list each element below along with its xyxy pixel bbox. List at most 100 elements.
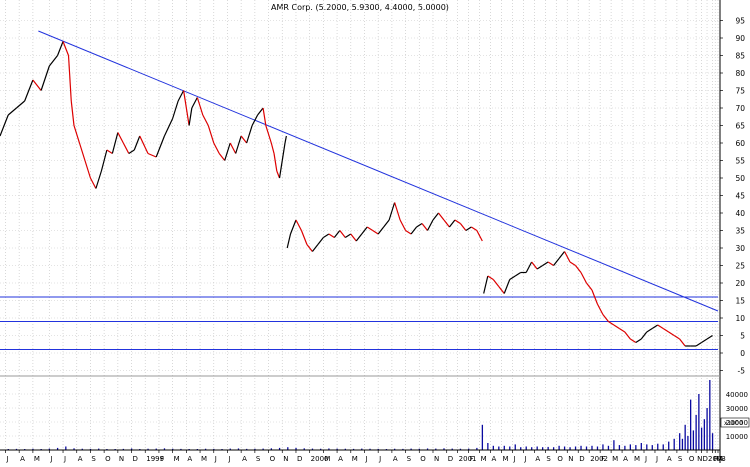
price-segment [317,237,324,245]
volume-bar [459,448,462,450]
volume-bar [213,448,215,450]
volume-bar [503,445,505,450]
volume-bar [89,448,92,450]
x-tick-label: F [601,455,605,463]
volume-bar [569,447,571,450]
x-tick-label: N [119,455,124,463]
y-tick-label: 80 [735,69,745,78]
x-tick-label: D [579,455,584,463]
x-tick-label: M [716,455,722,463]
volume-tick-label: 20000 [726,419,748,427]
price-segment [323,233,330,239]
price-segment [281,142,286,161]
y-tick-label: 85 [735,52,745,61]
price-segment [585,282,593,291]
price-segment [355,233,363,242]
volume-bar [487,443,489,450]
price-segment [286,233,292,249]
x-tick-label: N [568,455,573,463]
volume-bar [662,444,664,450]
price-segment [328,233,335,239]
y-tick-label: 15 [735,297,745,306]
y-tick-label: 45 [735,192,745,201]
volume-bar [531,447,533,450]
volume-bar [344,448,346,450]
price-segment [443,219,450,228]
x-tick-label: A [719,455,724,463]
x-tick-label: J [214,455,217,463]
volume-bar [361,448,363,450]
price-segment [492,279,500,287]
volume-tick-label: 40000 [726,391,748,399]
price-segment [525,261,533,273]
price-segment [177,90,185,102]
price-segment [350,233,357,242]
price-segment [139,135,149,154]
volume-bar [706,408,708,450]
price-segment [498,286,505,294]
price-segment [405,229,412,235]
volume-bar [558,445,560,450]
price-segment [580,272,587,284]
price-segment [673,334,680,340]
chart-title: AMR Corp. (5.2000, 5.9300, 4.4000, 5.000… [271,3,449,12]
y-tick-label: 75 [735,87,745,96]
volume-bar [402,448,404,450]
price-segment [344,233,352,239]
price-segment [235,135,242,154]
price-segment [240,135,248,144]
x-tick-label: N [434,455,439,463]
price-segment [679,338,686,347]
volume-bar [673,438,675,450]
price-segment [591,289,598,305]
volume-bar [679,433,681,450]
volume-bar [552,447,555,450]
price-segment [147,152,157,158]
volume-bar [646,444,648,450]
x-tick-label: A [492,455,497,463]
volume-bar [328,448,330,450]
volume-bar [426,448,429,450]
price-segment [476,230,483,242]
price-segment [503,279,511,294]
volume-bar [81,448,83,450]
price-segment [657,324,664,330]
y-tick-label: -5 [738,367,746,376]
volume-bar [596,446,599,450]
price-segment [695,341,702,347]
price-segment [7,107,17,116]
price-segment [553,258,560,266]
x-tick-label: O [105,455,111,463]
price-segment [278,160,283,179]
volume-bar [394,448,396,450]
x-tick-label: S [256,455,261,463]
volume-bar [476,447,478,450]
x-tick-label: A [623,455,628,463]
x-tick-label: 2000 [311,455,329,463]
price-segment [270,142,275,154]
volume-bar [657,443,659,450]
volume-bar [468,448,470,450]
volume-bar [130,448,133,450]
price-segment [111,132,119,154]
price-segment [564,251,571,263]
volume-bar [498,446,500,450]
x-tick-label: D [448,455,453,463]
volume-bar [369,448,371,450]
x-tick-label: A [242,455,247,463]
price-segment [465,226,472,232]
volume-bar [98,448,100,450]
price-segment [202,114,209,126]
y-tick-label: 95 [735,17,745,26]
volume-bar [418,448,420,450]
price-segment [619,327,626,333]
price-segment [117,132,124,144]
volume-bar [229,448,231,450]
volume-bar [574,446,577,450]
price-layer [0,41,713,347]
price-segment [84,160,92,179]
volume-unit-label: x1000 [724,420,743,427]
price-segment [78,142,86,161]
